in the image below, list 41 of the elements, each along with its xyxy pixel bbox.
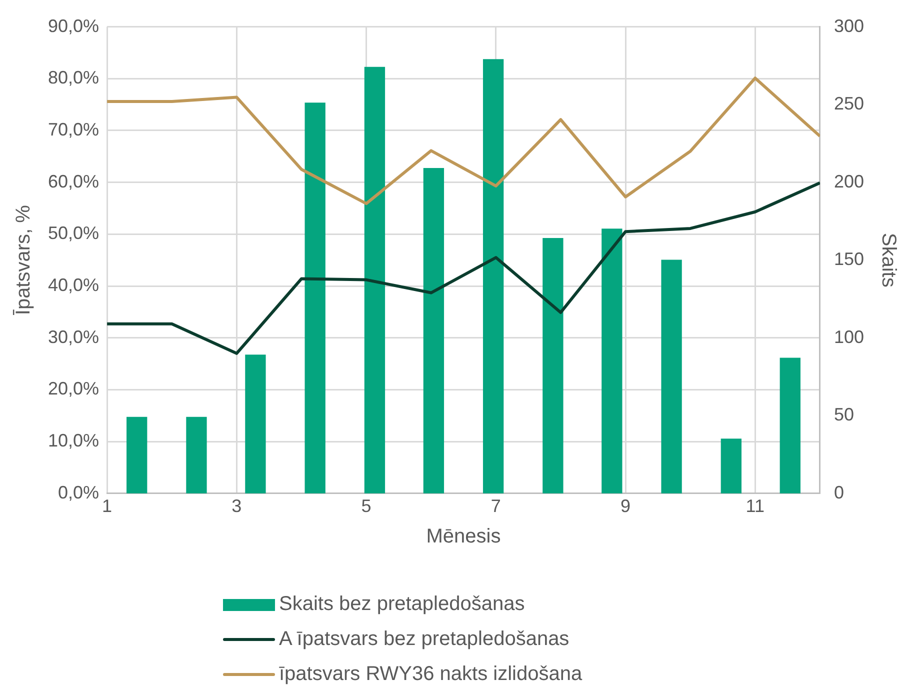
y2-tick-label: 50 xyxy=(834,404,854,425)
bar xyxy=(602,228,622,494)
y2-tick-label: 300 xyxy=(834,16,864,36)
y2-tick-label: 200 xyxy=(834,171,864,192)
bar xyxy=(126,416,148,494)
y-axis-title: Īpatsvars, % xyxy=(12,204,35,316)
x-tick-label: 11 xyxy=(746,496,764,516)
y-tick-label: 80,0% xyxy=(48,68,100,88)
y-tick-label: 90,0% xyxy=(48,16,100,36)
bar xyxy=(542,238,564,494)
bar xyxy=(245,354,266,494)
bar xyxy=(482,59,504,494)
y-tick-label: 30,0% xyxy=(48,326,100,347)
y2-tick-label: 0 xyxy=(834,482,844,502)
bar xyxy=(720,438,742,494)
y-tick-label: 20,0% xyxy=(48,378,100,399)
bar xyxy=(304,102,326,494)
x-tick-label: 1 xyxy=(102,496,112,516)
legend-label: A īpatsvars bez pretapledošanas xyxy=(279,628,570,651)
y-tick-label: 70,0% xyxy=(48,119,100,140)
y2-tick-label: 150 xyxy=(834,249,864,270)
bar xyxy=(423,168,444,494)
y-tick-label: 10,0% xyxy=(48,430,100,451)
x-tick-label: 9 xyxy=(620,496,631,516)
x-axis-title: Mēnesis xyxy=(426,526,501,548)
x-tick-label: 3 xyxy=(232,496,242,516)
bar xyxy=(186,416,207,494)
y2-tick-label: 100 xyxy=(834,326,864,347)
y-tick-label: 50,0% xyxy=(48,223,100,244)
x-tick-label: 7 xyxy=(490,496,501,516)
y2-axis-title: Skaits xyxy=(877,232,900,288)
legend-label: Skaits bez pretapledošanas xyxy=(279,593,525,616)
y-tick-label: 0,0% xyxy=(58,482,100,502)
y-tick-label: 40,0% xyxy=(48,274,100,295)
bar xyxy=(661,260,682,494)
bar xyxy=(780,358,800,494)
legend-label: īpatsvars RWY36 nakts izlidošana xyxy=(279,663,582,686)
x-tick-label: 5 xyxy=(361,496,372,516)
y-tick-label: 60,0% xyxy=(48,171,100,192)
bar xyxy=(364,66,386,494)
y2-tick-label: 250 xyxy=(834,94,864,114)
